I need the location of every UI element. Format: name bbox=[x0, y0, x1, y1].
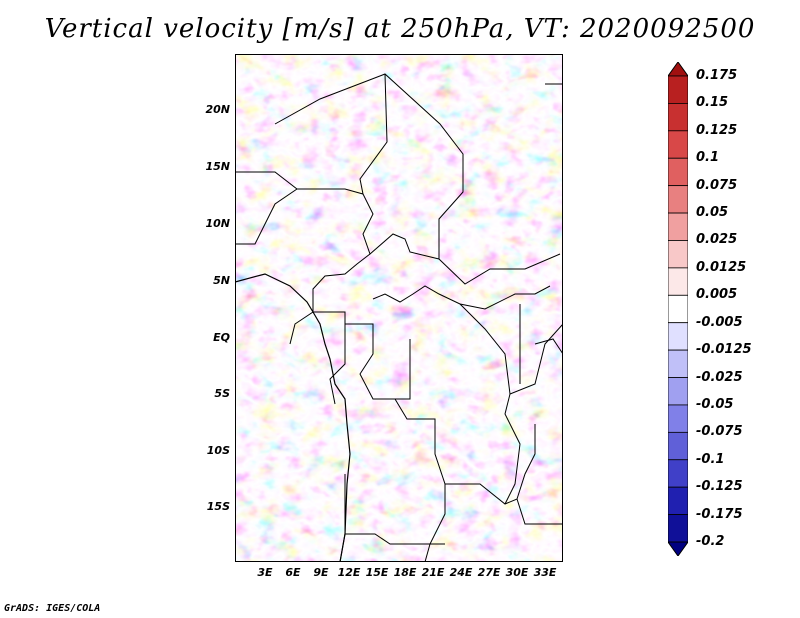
colorbar-label: -0.2 bbox=[696, 534, 725, 549]
colorbar-segment bbox=[668, 157, 688, 187]
colorbar-segment bbox=[668, 514, 688, 543]
lon-tick-33E: 33E bbox=[533, 566, 557, 579]
lat-tick-EQ: EQ bbox=[213, 331, 230, 344]
lat-tick-10S: 10S bbox=[206, 444, 230, 457]
colorbar-bottom-triangle bbox=[668, 541, 688, 556]
colorbar-label: 0.05 bbox=[696, 205, 729, 221]
lat-tick-15N: 15N bbox=[205, 160, 230, 173]
colorbar-segment bbox=[668, 459, 688, 488]
colorbar-label: -0.175 bbox=[696, 506, 743, 522]
lon-tick-27E: 27E bbox=[477, 566, 501, 579]
colorbar-label: -0.1 bbox=[696, 451, 725, 467]
colorbar-label: -0.125 bbox=[696, 479, 743, 495]
colorbar-label: 0.15 bbox=[696, 95, 729, 111]
lon-tick-3E: 3E bbox=[257, 566, 273, 579]
colorbar-segment bbox=[668, 240, 688, 269]
colorbar-segment bbox=[668, 185, 688, 214]
colorbar-segment bbox=[668, 377, 688, 406]
colorbar-segment bbox=[668, 349, 688, 378]
colorbar-top-triangle bbox=[668, 62, 688, 77]
colorbar-label: -0.075 bbox=[696, 424, 743, 440]
lat-tick-20N: 20N bbox=[205, 103, 230, 116]
lat-tick-5S: 5S bbox=[214, 387, 230, 400]
lat-tick-10N: 10N bbox=[205, 217, 230, 230]
lon-tick-24E: 24E bbox=[449, 566, 473, 579]
colorbar-label: -0.0125 bbox=[696, 342, 752, 358]
colorbar-label: 0.075 bbox=[696, 177, 738, 193]
lon-tick-18E: 18E bbox=[393, 566, 417, 579]
colorbar-segment bbox=[668, 322, 688, 351]
velocity-field bbox=[235, 54, 563, 562]
lat-tick-15S: 15S bbox=[206, 500, 230, 513]
lon-tick-9E: 9E bbox=[313, 566, 329, 579]
lon-tick-21E: 21E bbox=[421, 566, 445, 579]
colorbar-segment bbox=[668, 486, 688, 515]
colorbar-segment bbox=[668, 404, 688, 433]
colorbar-segment bbox=[668, 212, 688, 241]
lat-tick-5N: 5N bbox=[213, 274, 230, 287]
lon-tick-15E: 15E bbox=[365, 566, 389, 579]
colorbar-label: 0.0125 bbox=[696, 259, 747, 275]
lon-tick-12E: 12E bbox=[337, 566, 361, 579]
colorbar-segment bbox=[668, 294, 688, 324]
lon-tick-6E: 6E bbox=[285, 566, 301, 579]
colorbar-segment bbox=[668, 267, 688, 296]
colorbar-label: 0.175 bbox=[696, 68, 738, 83]
map-plot bbox=[235, 54, 563, 562]
colorbar-label: 0.005 bbox=[696, 287, 738, 303]
colorbar bbox=[668, 62, 688, 556]
colorbar-segment bbox=[668, 431, 688, 461]
colorbar-label: -0.005 bbox=[696, 314, 743, 330]
colorbar-segment bbox=[668, 75, 688, 104]
colorbar-segment bbox=[668, 103, 688, 132]
lon-tick-30E: 30E bbox=[505, 566, 529, 579]
chart-title: Vertical velocity [m/s] at 250hPa, VT: 2… bbox=[44, 14, 756, 44]
colorbar-segment bbox=[668, 130, 688, 159]
credit-text: GrADS: IGES/COLA bbox=[4, 603, 101, 614]
colorbar-label: 0.025 bbox=[696, 232, 738, 248]
colorbar-label: -0.025 bbox=[696, 369, 743, 385]
coastline bbox=[235, 273, 351, 562]
colorbar-label: 0.1 bbox=[696, 150, 720, 166]
colorbar-label: 0.125 bbox=[696, 122, 738, 138]
colorbar-label: -0.05 bbox=[696, 396, 734, 412]
